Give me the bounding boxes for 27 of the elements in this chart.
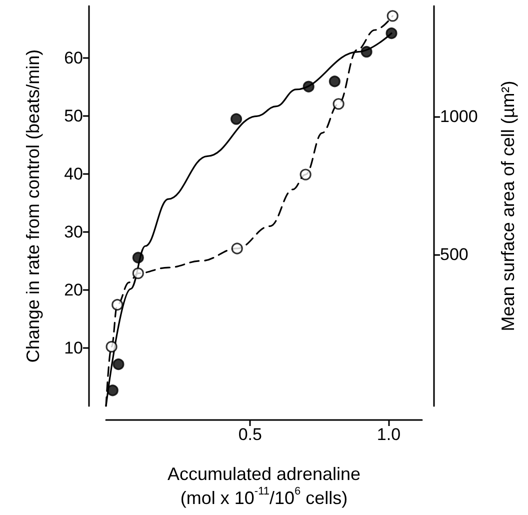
point xyxy=(231,242,243,254)
point xyxy=(106,340,118,352)
point xyxy=(300,168,312,180)
x-tick-label: 1.0 xyxy=(376,425,401,444)
y-tick-label: 20 xyxy=(64,280,83,300)
y-tick-label: 50 xyxy=(64,106,83,126)
y-tick-label: 10 xyxy=(64,338,83,358)
point xyxy=(106,384,118,396)
point xyxy=(132,268,144,280)
point xyxy=(328,76,340,88)
y-tick-label: 30 xyxy=(64,222,83,242)
point xyxy=(112,358,124,370)
y-tick-label: 60 xyxy=(64,48,83,68)
point xyxy=(386,10,398,22)
point xyxy=(112,298,124,311)
y2-tick-label: 500 xyxy=(440,244,468,264)
point xyxy=(332,98,344,110)
y-tick-label: 40 xyxy=(64,164,83,184)
y-axis-title: Change in rate from control (beats/min) xyxy=(23,49,43,363)
x-tick-label: 0.5 xyxy=(238,425,262,444)
point xyxy=(386,27,398,40)
point xyxy=(132,252,144,264)
y2-tick-label: 1000 xyxy=(440,106,478,126)
point xyxy=(302,80,314,92)
point xyxy=(230,113,242,125)
y2-axis-title: Mean surface area of cell (µm²) xyxy=(498,80,518,332)
point xyxy=(360,46,372,58)
